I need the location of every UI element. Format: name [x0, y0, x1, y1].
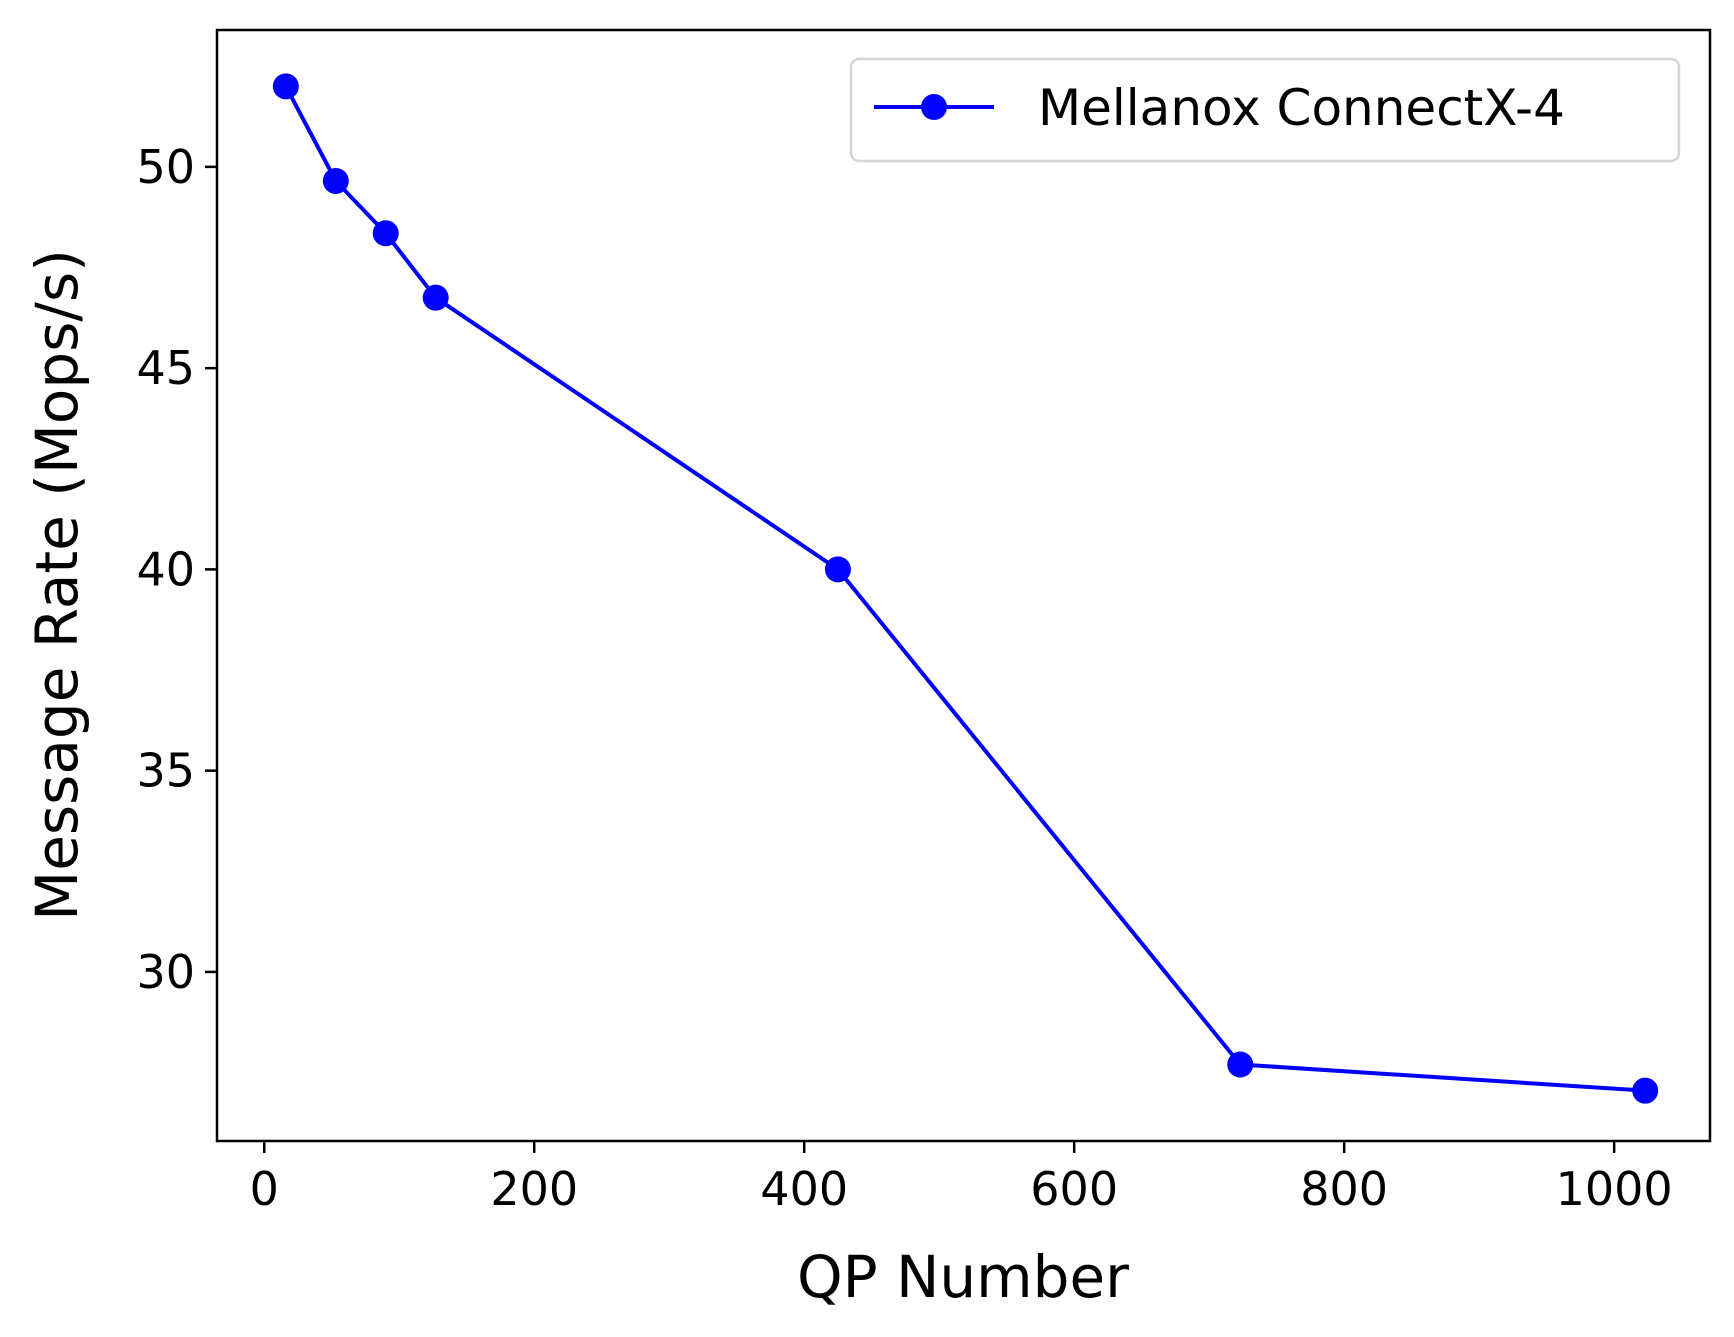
data-point-marker: [322, 167, 349, 194]
data-point-marker: [1632, 1077, 1659, 1104]
y-axis-label: Message Rate (Mops/s): [23, 249, 91, 921]
plot-area: [272, 73, 1659, 1104]
data-point-marker: [1227, 1051, 1254, 1078]
legend: Mellanox ConnectX-4: [849, 57, 1681, 163]
data-point-marker: [422, 284, 449, 311]
plot-frame: [215, 28, 1712, 1143]
x-tick-label: 400: [760, 1162, 848, 1216]
data-point-marker: [824, 556, 851, 583]
x-axis-ticks: 0 200 400 600 800 1000: [250, 1141, 1673, 1216]
data-point-marker: [272, 73, 299, 100]
x-tick-label: 1000: [1556, 1162, 1673, 1216]
x-tick-label: 0: [250, 1162, 279, 1216]
y-axis-ticks: 30 35 40 45 50: [136, 140, 217, 999]
x-tick-label: 200: [490, 1162, 578, 1216]
legend-marker-swatch: [921, 94, 947, 120]
legend-box: [849, 57, 1681, 163]
y-tick-label: 40: [136, 542, 195, 596]
y-tick-label: 30: [136, 945, 195, 999]
x-axis-label: QP Number: [797, 1243, 1129, 1311]
data-point-marker: [372, 220, 399, 247]
y-tick-label: 35: [136, 744, 195, 798]
y-tick-label: 50: [136, 140, 195, 194]
y-tick-label: 45: [136, 341, 195, 395]
x-tick-label: 600: [1030, 1162, 1118, 1216]
x-tick-label: 800: [1300, 1162, 1388, 1216]
legend-entry-label: Mellanox ConnectX-4: [1038, 79, 1565, 137]
